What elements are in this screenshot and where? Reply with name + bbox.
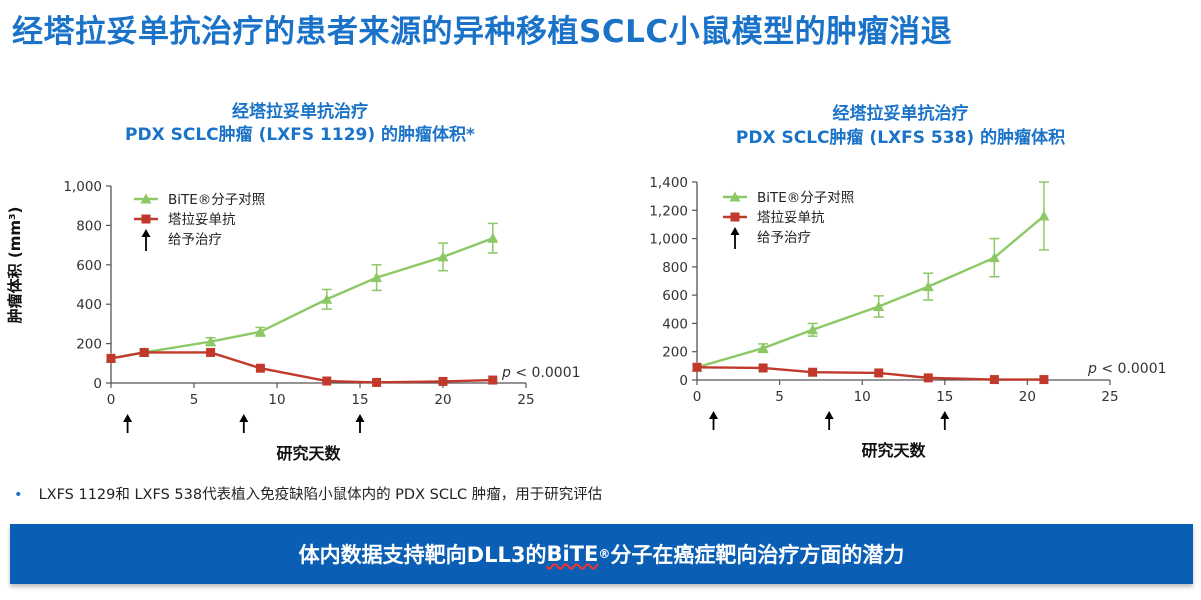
- chart-svg-right: 0 200 400 600 800 1,000 1,200 1,400 0 5 10 15 20 25 研究…: [649, 175, 1167, 460]
- data-point-control: [873, 300, 885, 311]
- data-point-tarlatamab: [372, 377, 382, 387]
- x-tick-label: 25: [1101, 389, 1118, 405]
- data-point-control: [321, 293, 333, 304]
- y-tick-label: 800: [76, 218, 102, 234]
- y-tick-label: 400: [662, 316, 688, 332]
- data-point-control: [487, 232, 499, 243]
- legend-marker-tarlatamab: [730, 212, 740, 222]
- chart-panel-right: 经塔拉妥单抗治疗 PDX SCLC肿瘤 (LXFS 538) 的肿瘤体积 0 20…: [600, 95, 1201, 475]
- data-point-control: [807, 324, 819, 335]
- y-tick-label: 1,000: [63, 179, 102, 195]
- data-point-tarlatamab: [255, 363, 265, 373]
- x-tick-label: 0: [107, 392, 116, 408]
- bullet-icon: •: [14, 487, 23, 503]
- dosing-arrow-head: [123, 414, 133, 422]
- series-line-control: [110, 237, 494, 360]
- data-point-tarlatamab: [488, 375, 498, 385]
- y-tick-label: 800: [662, 260, 688, 276]
- x-axis-label: 研究天数: [276, 444, 341, 463]
- data-point-control: [988, 252, 1000, 263]
- y-tick-label: 200: [76, 337, 102, 353]
- legend-marker-control: [729, 191, 741, 202]
- data-point-tarlatamab: [206, 347, 216, 357]
- banner-bite: BiTE: [546, 542, 599, 566]
- data-point-tarlatamab: [808, 367, 818, 377]
- chart-title-line1: 经塔拉妥单抗治疗: [832, 104, 969, 124]
- data-point-tarlatamab: [1039, 375, 1049, 385]
- p-value-label: p < 0.0001: [501, 365, 581, 381]
- banner-reg: ®: [598, 547, 611, 561]
- banner-text-before: 体内数据支持靶向DLL3的: [298, 543, 547, 567]
- x-tick-label: 10: [268, 392, 285, 408]
- legend-arrow-head: [141, 229, 151, 237]
- data-point-tarlatamab: [874, 368, 884, 378]
- y-tick-label: 0: [679, 373, 688, 389]
- data-point-control: [757, 342, 769, 353]
- p-value-label: p < 0.0001: [1087, 361, 1167, 377]
- data-point-tarlatamab: [322, 376, 332, 386]
- legend-marker-control: [140, 193, 152, 204]
- x-tick-label: 20: [1019, 389, 1036, 405]
- x-tick-label: 10: [854, 389, 871, 405]
- y-tick-label: 600: [76, 258, 102, 274]
- dosing-arrow-head: [709, 411, 719, 419]
- dosing-arrow-head: [355, 414, 365, 422]
- data-point-tarlatamab: [923, 373, 933, 383]
- data-point-control: [205, 336, 217, 347]
- legend-label: 塔拉妥单抗: [757, 210, 825, 226]
- y-tick-label: 400: [76, 297, 102, 313]
- x-tick-label: 5: [190, 392, 199, 408]
- banner-text-after: 分子在癌症靶向治疗方面的潜力: [610, 543, 905, 567]
- chart-title-line2: PDX SCLC肿瘤 (LXFS 538) 的肿瘤体积: [735, 128, 1066, 148]
- data-point-tarlatamab: [758, 363, 768, 373]
- data-point-control: [371, 272, 383, 283]
- footnote-text: LXFS 1129和 LXFS 538代表植入免疫缺陷小鼠体内的 PDX SCL…: [38, 487, 603, 503]
- y-tick-label: 1,000: [649, 232, 688, 248]
- x-axis-label: 研究天数: [861, 441, 926, 460]
- dosing-arrow-head: [824, 411, 834, 419]
- x-tick-label: 5: [775, 389, 784, 405]
- x-tick-label: 15: [936, 389, 953, 405]
- legend-label: 塔拉妥单抗: [168, 212, 236, 228]
- legend-label: BiTE®分子对照: [168, 192, 265, 208]
- data-point-tarlatamab: [139, 347, 149, 357]
- data-point-control: [922, 281, 934, 292]
- dosing-arrow-head: [239, 414, 249, 422]
- x-tick-label: 15: [351, 392, 368, 408]
- y-axis-label: 肿瘤体积 (mm³): [6, 207, 24, 324]
- conclusion-banner: 体内数据支持靶向DLL3的 BiTE ® 分子在癌症靶向治疗方面的潜力: [10, 524, 1193, 584]
- data-point-tarlatamab: [692, 362, 702, 372]
- y-tick-label: 600: [662, 288, 688, 304]
- footnote: • LXFS 1129和 LXFS 538代表植入免疫缺陷小鼠体内的 PDX SC…: [14, 483, 602, 504]
- data-point-tarlatamab: [989, 375, 999, 385]
- y-tick-label: 0: [93, 376, 102, 392]
- y-tick-label: 1,200: [649, 203, 688, 219]
- data-point-tarlatamab: [438, 376, 448, 386]
- series-line-tarlatamab: [110, 351, 493, 384]
- y-tick-label: 200: [662, 345, 688, 361]
- legend-label: 给予治疗: [168, 232, 222, 248]
- legend-label: 给予治疗: [757, 230, 811, 246]
- x-tick-label: 25: [517, 392, 534, 408]
- chart-title-line1: 经塔拉妥单抗治疗: [232, 102, 368, 122]
- legend-marker-tarlatamab: [141, 214, 151, 224]
- data-point-control: [254, 326, 266, 337]
- legend-arrow-head: [730, 227, 740, 235]
- data-point-control: [1038, 210, 1050, 221]
- chart-panel-left: 经塔拉妥单抗治疗 PDX SCLC肿瘤 (LXFS 1129) 的肿瘤体积* 0…: [0, 95, 600, 475]
- data-point-control: [437, 251, 449, 262]
- legend-label: BiTE®分子对照: [757, 190, 854, 206]
- x-tick-label: 20: [434, 392, 451, 408]
- page-title: 经塔拉妥单抗治疗的患者来源的异种移植SCLC小鼠模型的肿瘤消退: [12, 14, 953, 50]
- y-tick-label: 1,400: [649, 175, 688, 191]
- dosing-arrow-head: [940, 411, 950, 419]
- x-tick-label: 0: [693, 389, 702, 405]
- chart-title-line2: PDX SCLC肿瘤 (LXFS 1129) 的肿瘤体积*: [125, 125, 475, 145]
- data-point-tarlatamab: [106, 353, 116, 363]
- chart-svg-left: 0 200 400 600 800 1,000 0 5 10 15 20 25 研究天数 肿瘤体积 (mm…: [6, 179, 581, 463]
